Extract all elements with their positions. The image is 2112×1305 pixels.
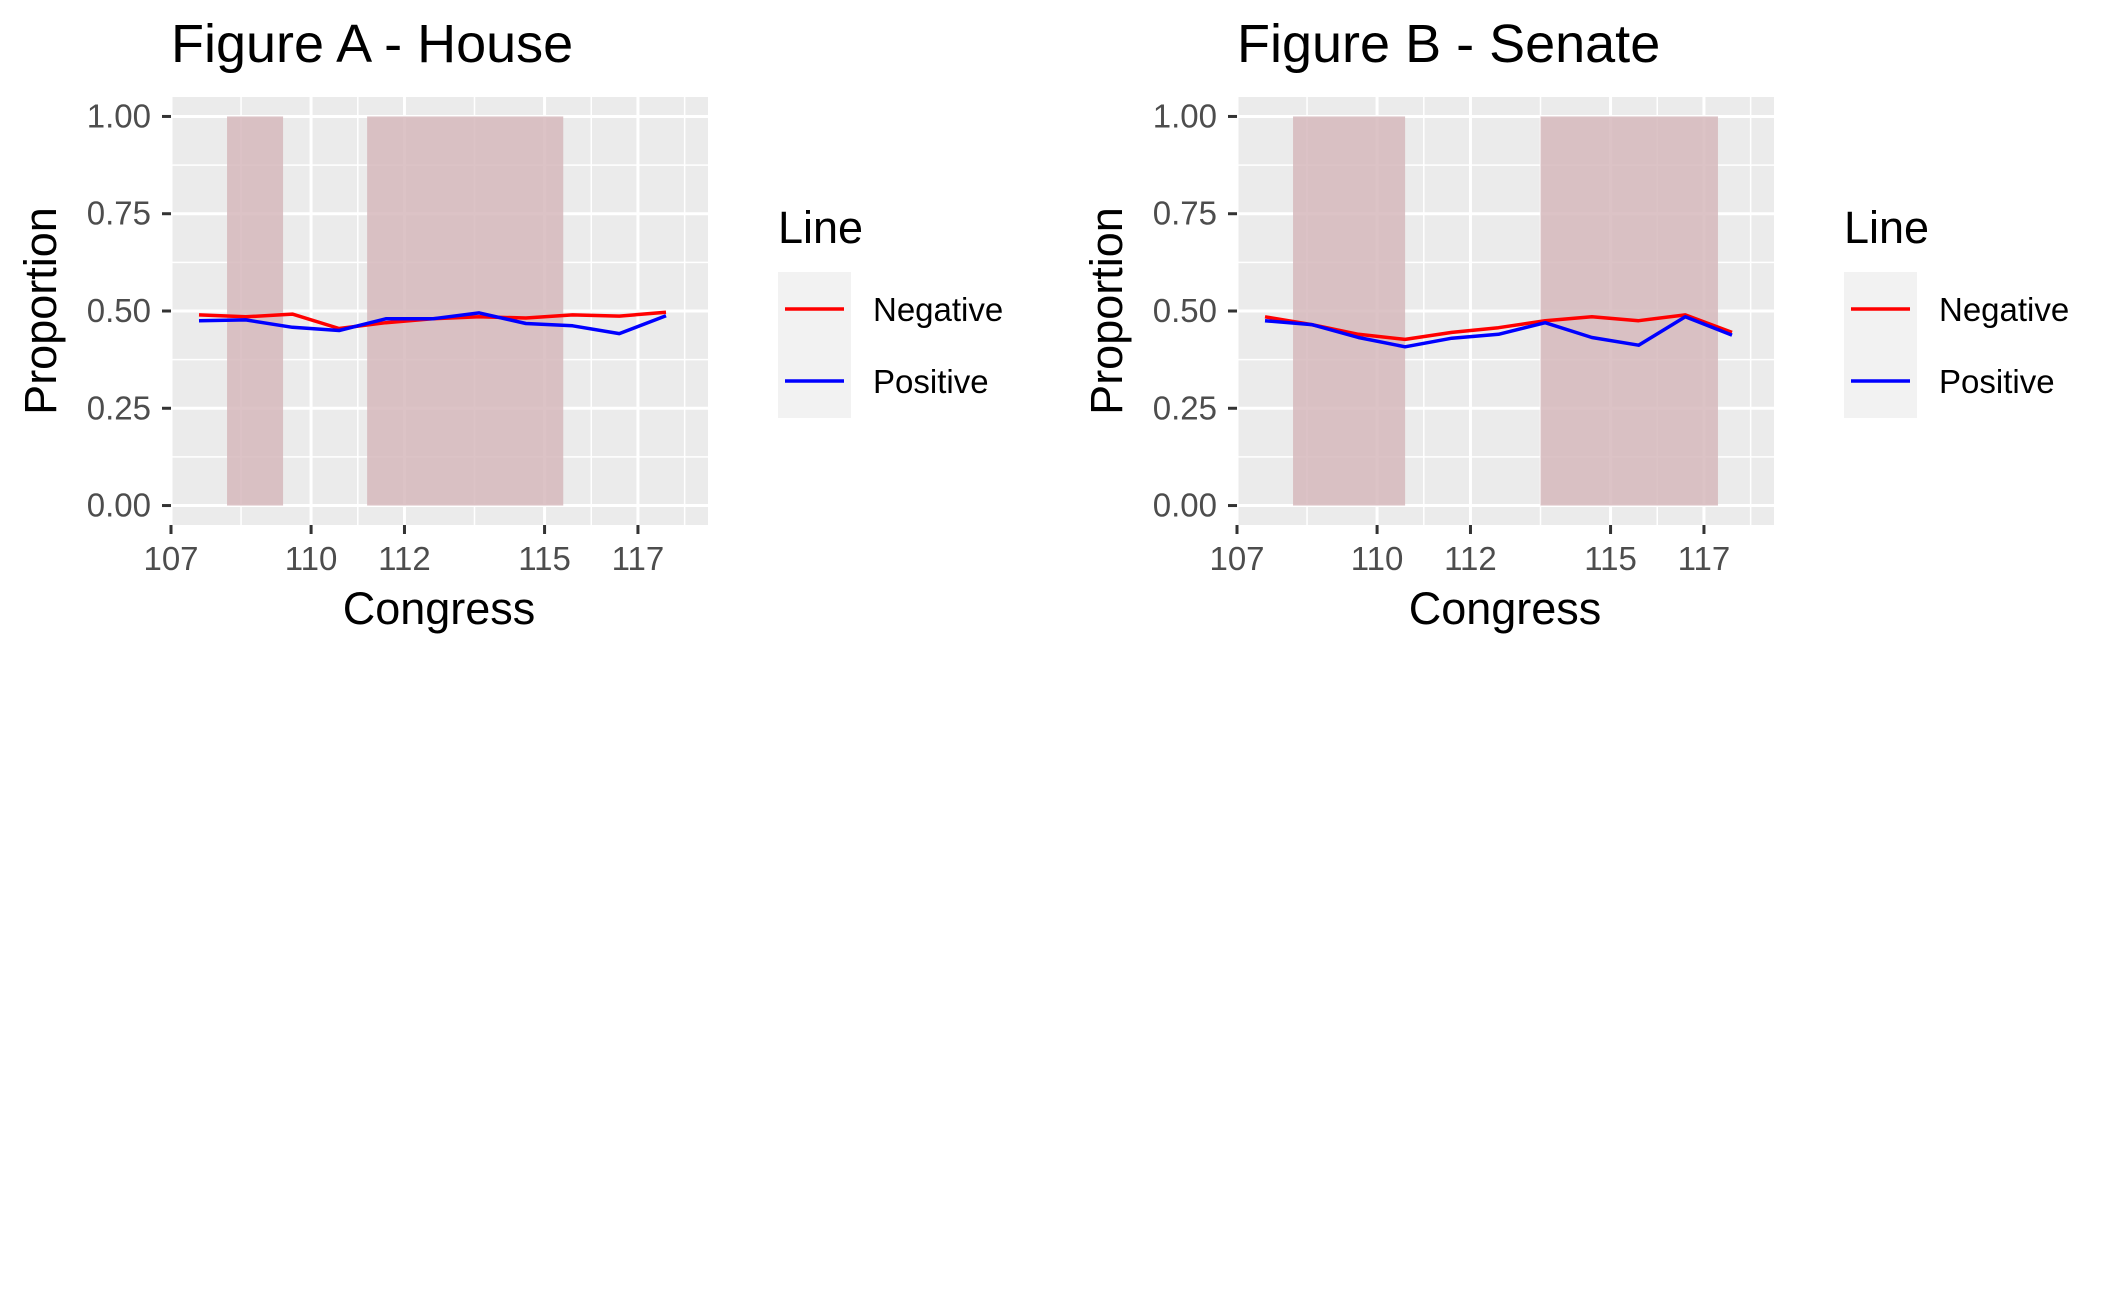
legend-label-negative: Negative: [873, 291, 1003, 328]
y-tick-label: 0.50: [87, 292, 151, 329]
y-axis-title: Proportion: [15, 207, 66, 415]
shaded-regions: [1293, 116, 1718, 506]
x-tick-label: 110: [1351, 540, 1404, 577]
x-tick-label: 112: [378, 540, 431, 577]
legend: Line Negative Positive: [778, 202, 1003, 418]
shaded-region: [227, 116, 284, 506]
legend: Line Negative Positive: [1844, 202, 2069, 418]
chart-title: Figure B - Senate: [1237, 14, 1660, 74]
legend-title: Line: [1844, 202, 1929, 253]
y-axis: 0.00 0.25 0.50 0.75 1.00: [1153, 97, 1237, 524]
x-axis: 107 110 112 115 117: [1209, 525, 1730, 577]
x-tick-label: 115: [518, 540, 571, 577]
legend-label-positive: Positive: [1939, 363, 2055, 400]
y-tick-label: 1.00: [1153, 97, 1217, 134]
y-tick-label: 0.75: [1153, 195, 1217, 232]
series-line-positive: [1264, 315, 1733, 349]
y-axis: 0.00 0.25 0.50 0.75 1.00: [87, 97, 171, 524]
figure-b-senate: Figure B - Senate 0.00 0.25 0.50 0.75 1.00 1…: [1081, 14, 2069, 634]
y-tick-label: 1.00: [87, 97, 151, 134]
series-lines: [198, 310, 667, 336]
legend-label-positive: Positive: [873, 363, 989, 400]
y-tick-label: 0.75: [87, 195, 151, 232]
series-line-negative: [1264, 313, 1733, 342]
figure-a-house: Figure A - House 0.00 0.25 0.50 0.75 1.00 10…: [15, 14, 1003, 634]
x-tick-label: 117: [1678, 540, 1731, 577]
x-axis-title: Congress: [1409, 583, 1602, 634]
y-tick-label: 0.25: [87, 389, 151, 426]
x-tick-label: 117: [612, 540, 665, 577]
y-axis-title: Proportion: [1081, 207, 1132, 415]
x-tick-label: 110: [285, 540, 338, 577]
y-tick-label: 0.00: [1153, 487, 1217, 524]
shaded-region: [367, 116, 564, 506]
x-tick-label: 112: [1444, 540, 1497, 577]
x-tick-label: 107: [1209, 540, 1264, 577]
legend-label-negative: Negative: [1939, 291, 2069, 328]
y-tick-label: 0.25: [1153, 389, 1217, 426]
y-tick-label: 0.50: [1153, 292, 1217, 329]
series-lines: [1264, 313, 1733, 349]
shaded-regions: [227, 116, 564, 506]
legend-key-bg: [1844, 272, 1917, 418]
series-line-positive: [198, 311, 667, 336]
x-axis-title: Congress: [343, 583, 536, 634]
x-tick-label: 107: [143, 540, 198, 577]
x-axis: 107 110 112 115 117: [143, 525, 664, 577]
shaded-region: [1293, 116, 1406, 506]
chart-title: Figure A - House: [171, 14, 573, 74]
shaded-region: [1540, 116, 1718, 506]
legend-title: Line: [778, 202, 863, 253]
legend-key-bg: [778, 272, 851, 418]
x-tick-label: 115: [1584, 540, 1637, 577]
y-tick-label: 0.00: [87, 487, 151, 524]
